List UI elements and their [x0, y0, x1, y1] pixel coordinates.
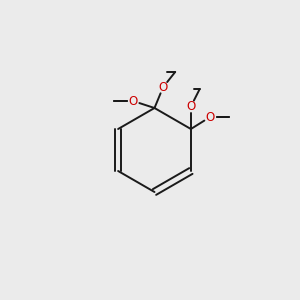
Text: O: O	[128, 94, 138, 107]
Text: O: O	[205, 111, 214, 124]
Text: O: O	[158, 81, 168, 94]
Text: O: O	[186, 100, 196, 113]
